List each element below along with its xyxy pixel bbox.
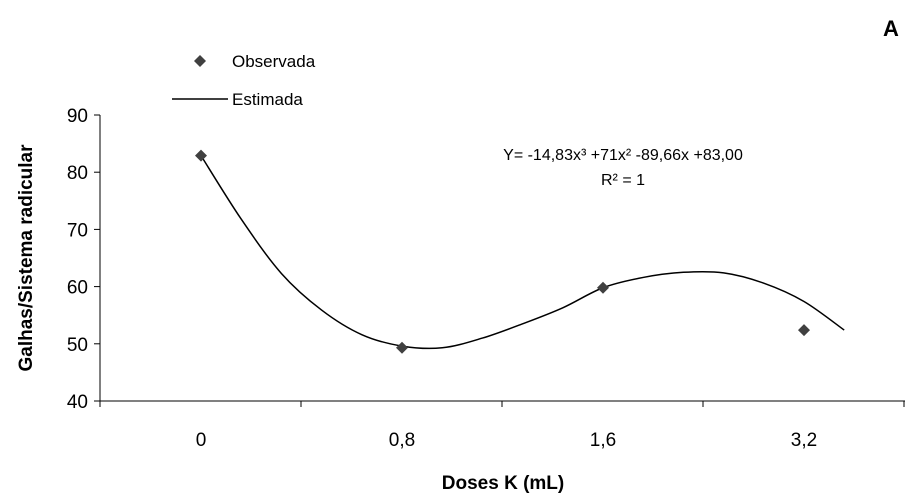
y-tick-label-0: 40 xyxy=(67,392,88,413)
y-tick-label-5: 90 xyxy=(67,106,88,127)
equation-annotation: Y= -14,83x³ +71x² -89,66x +83,00 R² = 1 xyxy=(503,147,743,189)
x-axis-ticks: 0 0,8 1,6 3,2 xyxy=(99,401,905,451)
equation-text: Y= -14,83x³ +71x² -89,66x +83,00 xyxy=(503,147,743,164)
y-tick-label-2: 60 xyxy=(67,278,88,299)
data-point-observada-1 xyxy=(396,341,408,354)
y-tick-label-4: 80 xyxy=(67,163,88,184)
r2-text: R² = 1 xyxy=(601,172,645,189)
legend-marker-observada xyxy=(194,55,206,67)
y-axis-title: Galhas/Sistema radicular xyxy=(16,144,37,372)
series-line-estimada xyxy=(200,155,845,350)
legend-label-estimada: Estimada xyxy=(232,90,303,109)
x-tick-label-3: 3,2 xyxy=(791,430,817,451)
legend: Observada Estimada xyxy=(172,52,316,109)
data-point-observada-3 xyxy=(798,324,810,337)
data-point-observada-2 xyxy=(597,281,609,294)
series-markers-observada xyxy=(195,149,810,354)
legend-label-observada: Observada xyxy=(232,52,316,71)
x-axis-title: Doses K (mL) xyxy=(442,473,564,494)
y-axis-ticks: 40 50 60 70 80 90 xyxy=(67,106,100,413)
x-tick-label-1: 0,8 xyxy=(389,430,415,451)
y-tick-label-1: 50 xyxy=(67,335,88,356)
y-tick-label-3: 70 xyxy=(67,220,88,241)
data-point-observada-0 xyxy=(195,149,207,162)
panel-label: A xyxy=(883,16,899,41)
x-tick-label-2: 1,6 xyxy=(590,430,616,451)
x-tick-label-0: 0 xyxy=(196,430,207,451)
